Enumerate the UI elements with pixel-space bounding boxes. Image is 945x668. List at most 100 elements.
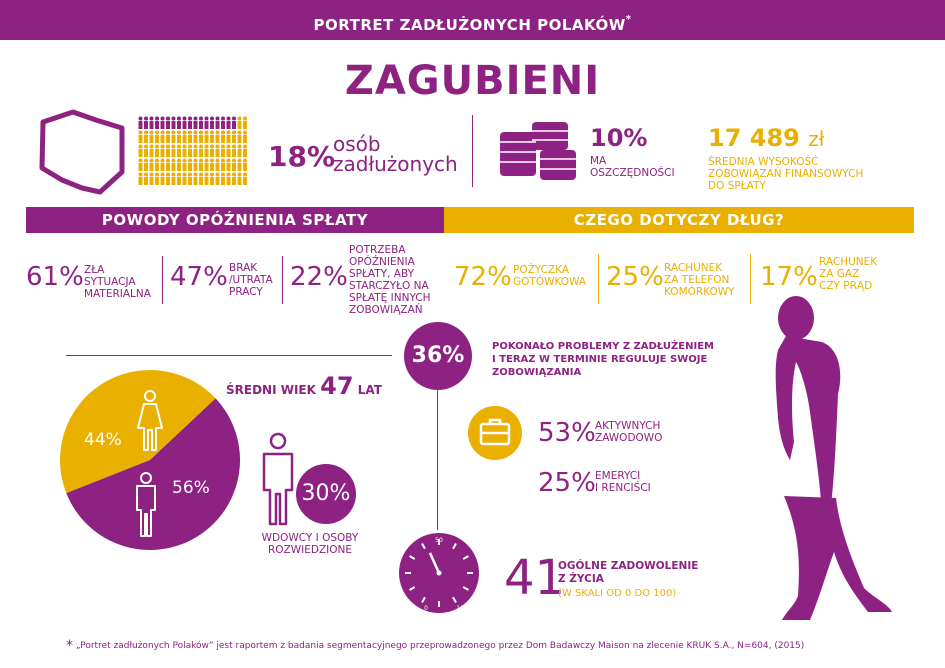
header-asterisk: * xyxy=(625,14,632,25)
satisfaction-line: OGÓLNE ZADOWOLENIE xyxy=(558,560,699,572)
satisfaction-line: Z ŻYCIA xyxy=(558,573,604,585)
person-icon xyxy=(221,172,225,185)
gauge-tick xyxy=(409,586,416,591)
avg-debt: 17 489 zł xyxy=(708,124,824,152)
person-icon xyxy=(204,144,209,157)
person-icon xyxy=(166,172,170,185)
recovered-line: I TERAZ W TERMINIE REGULUJE SWOJE xyxy=(492,354,708,365)
reason-3-line: OPÓŹNIENIA xyxy=(349,256,415,268)
employment-1-line: AKTYWNYCH xyxy=(595,420,661,432)
person-icon xyxy=(226,144,231,157)
avg-age-value: 47 xyxy=(320,372,354,400)
person-icon xyxy=(149,172,154,185)
person-icon xyxy=(199,130,203,143)
person-icon xyxy=(226,158,231,171)
person-icon xyxy=(215,130,220,143)
avg-age-unit: LAT xyxy=(357,383,382,397)
header-title: PORTRET ZADŁUŻONYCH POLAKÓW xyxy=(313,16,626,34)
reasons-divider-2 xyxy=(282,256,283,304)
person-icon xyxy=(199,144,203,157)
debt-type-1-line: POŻYCZKA xyxy=(513,264,570,276)
person-icon xyxy=(215,158,220,171)
clock-gauge-icon: 50 0 100 xyxy=(399,533,479,613)
main-title: ZAGUBIENI xyxy=(344,58,601,104)
widowed-line: WDOWCY I OSOBY xyxy=(261,532,359,544)
person-icon xyxy=(193,158,198,171)
person-icon xyxy=(210,130,214,143)
person-icon xyxy=(210,116,214,129)
person-icon xyxy=(149,144,154,157)
person-icon xyxy=(138,172,143,185)
satisfaction-value: 41 xyxy=(504,550,566,606)
employment-2-line: EMERYCI xyxy=(595,470,641,482)
person-icon xyxy=(215,172,220,185)
avg-debt-label-3: DO SPŁATY xyxy=(708,180,766,192)
person-icon xyxy=(226,172,231,185)
person-icon xyxy=(215,116,220,129)
woman-icon xyxy=(137,390,163,451)
reason-2-line: BRAK xyxy=(229,262,258,274)
reason-1-value: 61% xyxy=(26,262,84,292)
person-icon xyxy=(177,144,181,157)
gauge-needle xyxy=(428,552,441,574)
person-icon xyxy=(193,116,198,129)
indebted-label: osób zadłużonych xyxy=(333,134,458,174)
person-icon xyxy=(226,116,231,129)
pie-slice-kobiety xyxy=(59,370,216,494)
indebted-pct: 18% xyxy=(268,140,336,173)
person-icon xyxy=(204,130,209,143)
savings-pct: 10% xyxy=(590,124,648,152)
person-icon xyxy=(166,130,170,143)
pie-slice-mężczyźni xyxy=(66,398,240,550)
person-icon xyxy=(182,172,187,185)
person-icon xyxy=(155,116,159,129)
person-icon xyxy=(177,116,181,129)
satisfaction-label: OGÓLNE ZADOWOLENIE Z ŻYCIA xyxy=(558,560,698,586)
gauge-tick xyxy=(409,555,416,560)
person-icon xyxy=(237,144,242,157)
debt-type-1-value: 72% xyxy=(454,262,512,292)
middle-divider xyxy=(66,355,392,356)
footnote: * „Portret zadłużonych Polaków” jest rap… xyxy=(66,638,804,654)
reason-1-line: ZŁA xyxy=(84,264,105,276)
debt-type-3-line: ZA GAZ xyxy=(819,268,860,280)
reason-3-value: 22% xyxy=(290,262,348,292)
widowed-circle: 30% xyxy=(296,464,356,524)
debt-type-1-label: POŻYCZKA GOTÓWKOWA xyxy=(513,264,586,288)
reason-1-line: MATERIALNA xyxy=(84,288,151,300)
avg-age-label: ŚREDNI WIEK xyxy=(226,383,316,397)
person-icon xyxy=(144,158,148,171)
person-icon xyxy=(182,144,187,157)
person-icon xyxy=(188,130,192,143)
person-icon xyxy=(149,130,154,143)
recovered-line: POKONAŁO PROBLEMY Z ZADŁUŻENIEM xyxy=(492,341,714,352)
briefcase-circle xyxy=(468,406,522,460)
person-icon xyxy=(188,144,192,157)
person-icon xyxy=(188,116,192,129)
person-icon xyxy=(204,172,209,185)
reason-3-label: POTRZEBA OPÓŹNIENIA SPŁATY, ABY STARCZYŁ… xyxy=(349,244,431,316)
person-icon xyxy=(166,116,170,129)
person-icon xyxy=(155,130,159,143)
person-icon xyxy=(149,158,154,171)
employment-2-line: I RENCIŚCI xyxy=(595,482,651,494)
reason-3-line: ZOBOWIĄZAŃ xyxy=(349,304,423,316)
person-icon xyxy=(193,172,198,185)
person-icon xyxy=(243,172,247,185)
debt-divider-2 xyxy=(750,254,751,304)
debt-divider-1 xyxy=(598,254,599,304)
person-icon xyxy=(160,130,165,143)
pie-label-men: 56% xyxy=(172,478,210,498)
person-icon xyxy=(160,116,165,129)
savings-label-1: MA xyxy=(590,155,607,167)
person-icon xyxy=(144,130,148,143)
reason-1-label: ZŁA SYTUACJA MATERIALNA xyxy=(84,264,151,300)
debt-type-3-line: CZY PRĄD xyxy=(819,280,873,292)
satisfaction-scale: (W SKALI OD 0 DO 100) xyxy=(558,588,677,599)
person-icon xyxy=(226,130,231,143)
person-icon xyxy=(171,116,176,129)
avg-age: ŚREDNI WIEK 47 LAT xyxy=(226,372,382,400)
gauge-pivot xyxy=(436,570,442,576)
employment-1-line: ZAWODOWO xyxy=(595,432,663,444)
avg-debt-label-2: ZOBOWIĄZAŃ FINANSOWYCH xyxy=(708,168,864,180)
